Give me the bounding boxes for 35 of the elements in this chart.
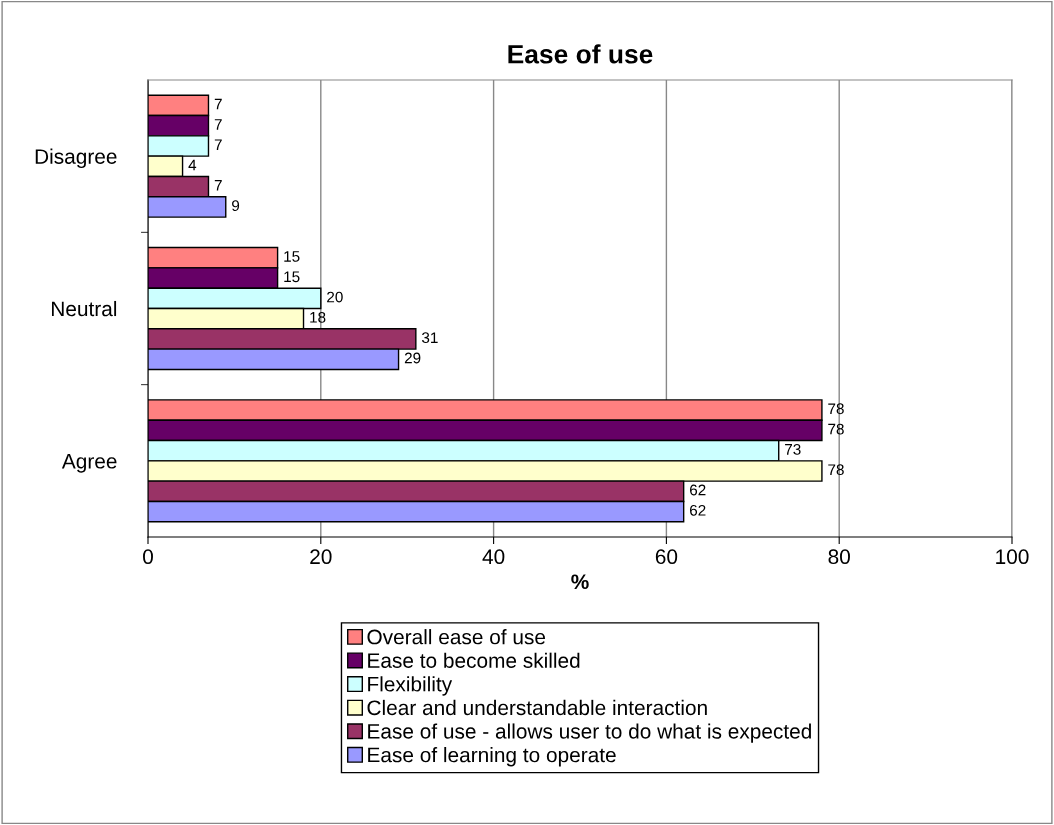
data-label: 15 xyxy=(284,251,300,262)
data-label: 7 xyxy=(214,139,222,150)
data-label: 29 xyxy=(404,352,421,364)
data-label: 18 xyxy=(310,311,326,323)
data-label: 7 xyxy=(214,180,222,191)
legend-label: Ease to become skilled xyxy=(368,652,580,668)
legend-label: Clear and understandable interaction xyxy=(367,699,707,716)
legend-label: Overall ease of use xyxy=(367,629,546,645)
legend-label: Flexibility xyxy=(368,676,453,696)
data-label: 73 xyxy=(785,443,801,455)
data-label: 9 xyxy=(232,200,240,212)
data-label: 78 xyxy=(828,464,844,476)
x-tick-label: 80 xyxy=(828,549,850,565)
data-label: 78 xyxy=(828,423,844,435)
x-tick-label: 20 xyxy=(310,549,332,565)
x-tick-label: 60 xyxy=(655,549,678,565)
data-label: 31 xyxy=(421,332,438,344)
data-label: 4 xyxy=(188,159,197,171)
x-tick-label: 40 xyxy=(482,549,505,565)
data-label: 62 xyxy=(690,504,706,516)
data-label: 7 xyxy=(214,98,222,110)
y-tick-label: Disagree xyxy=(35,148,117,169)
x-axis-title: % xyxy=(571,574,589,590)
y-tick-label: Neutral xyxy=(52,300,117,317)
legend-label: Ease of use - allows user to do what is expected xyxy=(368,723,811,743)
chart-title: Ease of use xyxy=(508,44,653,64)
data-label: 78 xyxy=(828,403,844,415)
legend-label: Ease of learning to operate xyxy=(368,747,616,767)
data-label: 20 xyxy=(327,291,343,303)
data-label: 62 xyxy=(690,484,706,496)
y-tick-label: Agree xyxy=(61,454,117,473)
x-tick-label: 100 xyxy=(996,549,1029,565)
data-label: 15 xyxy=(284,271,300,283)
data-label: 7 xyxy=(214,119,222,130)
x-tick-label: 0 xyxy=(143,549,153,565)
